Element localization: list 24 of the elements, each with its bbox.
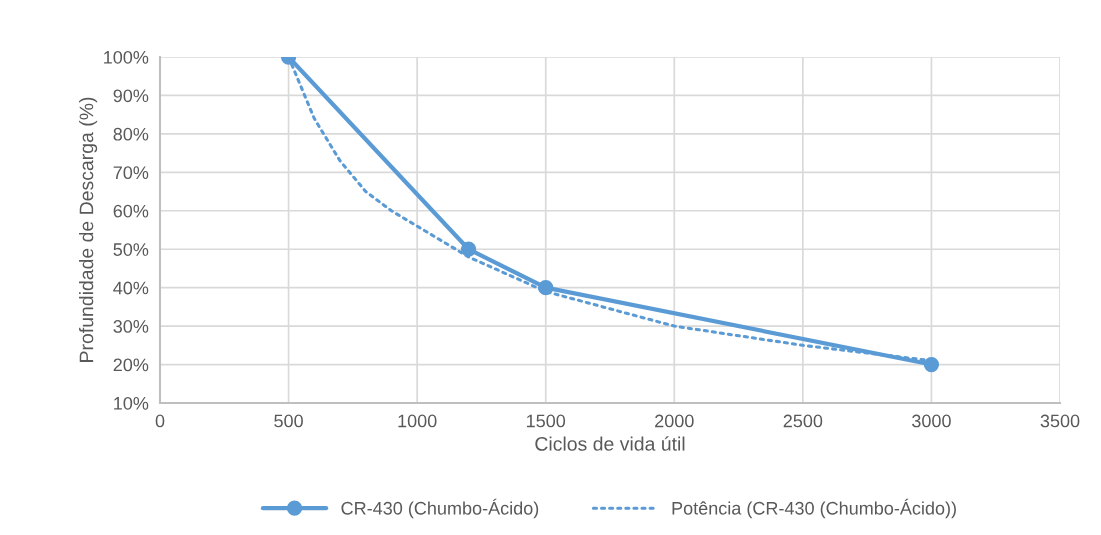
x-tick-label: 2500 <box>783 414 823 428</box>
x-tick-label: 500 <box>274 414 303 428</box>
y-tick-label: 70% <box>113 166 149 180</box>
x-tick-label: 3500 <box>1040 414 1080 428</box>
y-tick-label: 40% <box>113 281 149 295</box>
y-axis-title: Profundidade de Descarga (%) <box>79 97 98 362</box>
x-axis-title: Ciclos de vida útil <box>535 436 685 451</box>
x-tick-label: 0 <box>155 414 165 428</box>
y-tick-label: 80% <box>113 127 149 141</box>
x-tick-label: 3000 <box>912 414 951 428</box>
x-tick-label: 2000 <box>655 414 694 428</box>
x-tick-label: 1000 <box>398 414 437 428</box>
y-tick-label: 60% <box>113 204 149 218</box>
y-tick-label: 10% <box>114 396 149 410</box>
point <box>923 356 940 373</box>
y-tick-label: 30% <box>113 320 149 333</box>
legend-label: Potência (CR-430 (Chumbo-Ácido)) <box>672 498 956 519</box>
y-tick-label: 20% <box>113 358 149 372</box>
legend-label: CR-430 (Chumbo-Ácido) <box>341 498 539 519</box>
y-tick-label: 50% <box>113 243 149 256</box>
x-tick-label: 1500 <box>527 414 566 428</box>
y-tick-label: 100% <box>104 50 149 64</box>
point <box>460 241 477 257</box>
y-tick-label: 90% <box>113 89 149 103</box>
